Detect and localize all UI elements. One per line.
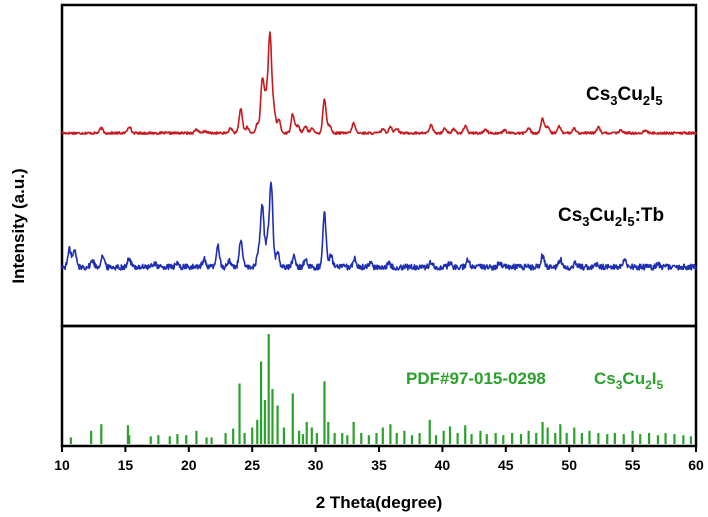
y-axis-title: Intensity (a.u.) [9,168,28,283]
x-tick-label: 10 [54,457,70,473]
x-tick-label: 25 [244,457,260,473]
x-tick-label: 40 [435,457,451,473]
x-axis: 10 15 20 25 30 35 40 45 50 55 60 [54,446,704,473]
series-line-cs3cu2i5 [61,31,697,136]
x-tick-label: 60 [688,457,704,473]
reference-formula-label: Cs3Cu2I5 [594,369,664,392]
x-tick-label: 45 [498,457,514,473]
bottom-panel-plot-area [69,334,693,444]
x-tick-label: 35 [371,457,387,473]
top-panel-plot-area [61,31,697,271]
x-tick-label: 20 [181,457,197,473]
series-label-cs3cu2i5: Cs3Cu2I5 [586,84,663,108]
x-tick-label: 30 [308,457,324,473]
reference-pdf-label: PDF#97-015-0298 [406,369,546,388]
top-panel-frame [60,3,698,328]
x-tick-label: 50 [561,457,577,473]
x-tick-label: 15 [118,457,134,473]
series-label-cs3cu2i5-tb: Cs3Cu2I5:Tb [558,205,664,229]
x-axis-title: 2 Theta(degree) [316,493,443,512]
x-tick-label: 55 [625,457,641,473]
series-line-cs3cu2i5-tb [61,181,697,271]
